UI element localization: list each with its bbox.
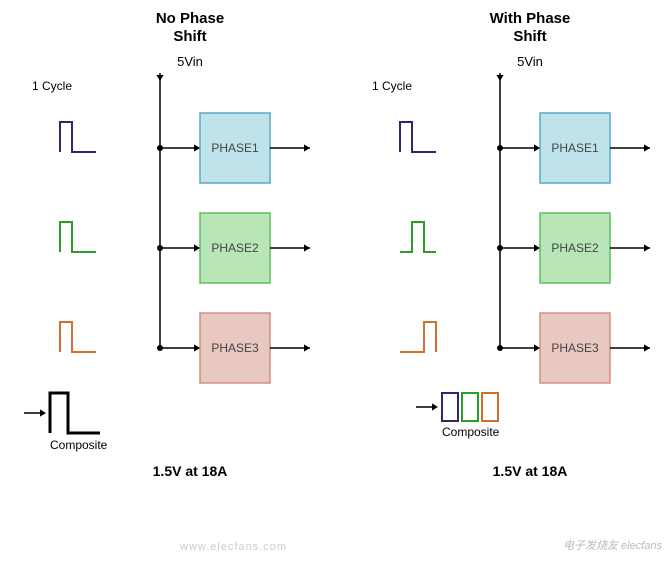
svg-text:PHASE2: PHASE2 bbox=[551, 241, 599, 255]
composite-label-right: Composite bbox=[442, 425, 499, 439]
panel-with-phase-shift: With Phase Shift 5Vin 1 Cycle PHASE1PHAS… bbox=[370, 10, 670, 479]
watermark-url: www.elecfans.com bbox=[180, 541, 287, 553]
diagram-area-left: 1 Cycle PHASE1PHASE2PHASE3 Composite bbox=[30, 73, 330, 453]
panel-no-phase-shift: No Phase Shift 5Vin 1 Cycle PHASE1PHASE2… bbox=[30, 10, 330, 479]
output-label-right: 1.5V at 18A bbox=[390, 463, 670, 479]
panel-title: No Phase Shift bbox=[50, 10, 330, 46]
watermark-brand: 电子发烧友 elecfans bbox=[563, 537, 662, 553]
svg-text:PHASE1: PHASE1 bbox=[211, 141, 259, 155]
title-line-1: No Phase bbox=[156, 10, 224, 27]
title-line-2: Shift bbox=[173, 28, 206, 45]
svg-text:PHASE3: PHASE3 bbox=[551, 341, 599, 355]
svg-text:PHASE1: PHASE1 bbox=[551, 141, 599, 155]
diagram-svg-right: PHASE1 PHASE2 PHASE3 bbox=[370, 73, 670, 453]
title-line-1: With Phase bbox=[490, 10, 571, 27]
output-label-left: 1.5V at 18A bbox=[50, 463, 330, 479]
svg-text:PHASE3: PHASE3 bbox=[211, 341, 259, 355]
vin-label: 5Vin bbox=[390, 54, 670, 69]
composite-label-left: Composite bbox=[50, 438, 107, 452]
panel-title: With Phase Shift bbox=[390, 10, 670, 46]
diagram-svg-left: PHASE1 PHASE2 PHASE3 bbox=[30, 73, 330, 453]
diagram-area-right: 1 Cycle PHASE1PHASE2PHASE3 Composite bbox=[370, 73, 670, 453]
vin-label: 5Vin bbox=[50, 54, 330, 69]
svg-text:PHASE2: PHASE2 bbox=[211, 241, 259, 255]
title-line-2: Shift bbox=[513, 28, 546, 45]
